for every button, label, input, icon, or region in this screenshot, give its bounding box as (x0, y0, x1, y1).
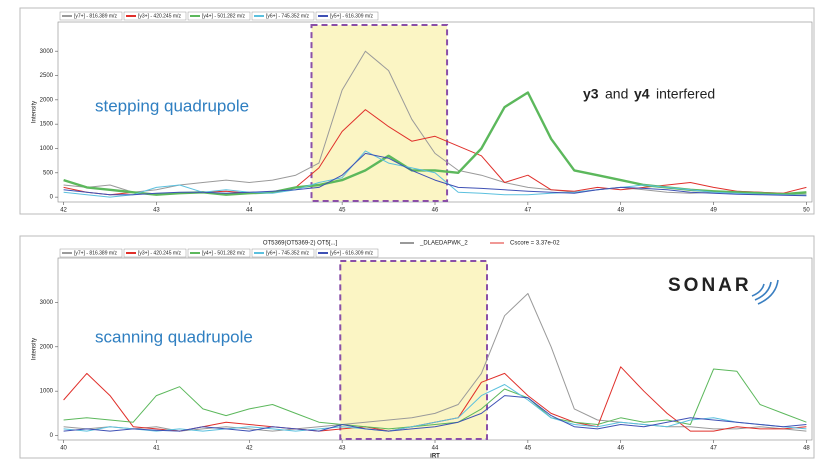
y-tick-label: 1000 (40, 146, 54, 152)
series-line (63, 293, 807, 432)
y-tick-label: 0 (50, 433, 54, 439)
y-tick-label: 2000 (40, 97, 54, 103)
header: Cscore = 3.37e-02 (510, 241, 560, 247)
x-tick-label: 44 (432, 446, 439, 452)
legend-label: [y6+] - 745.352 m/z (266, 13, 309, 19)
legend-box (123, 11, 187, 21)
y-axis-label: Intensity (32, 338, 38, 360)
x-tick-label: 47 (710, 446, 717, 452)
legend-box (251, 11, 315, 21)
x-tick-label: 48 (617, 208, 624, 214)
x-tick-label: 50 (803, 208, 810, 214)
y-tick-label: 3000 (40, 300, 54, 306)
x-tick-label: 46 (617, 446, 624, 452)
top-frame (19, 7, 815, 215)
y-tick-label: 2500 (40, 73, 54, 79)
y-tick-label: 500 (43, 170, 54, 176)
x-tick-label: 49 (710, 208, 717, 214)
x-tick-label: 42 (60, 208, 67, 214)
legend-label: [y7+] - 816.389 m/z (74, 13, 117, 19)
x-tick-label: 47 (525, 208, 532, 214)
highlight-region (339, 260, 488, 440)
header: OT5369(OT5369-2) OT5[...] (263, 241, 338, 247)
series-line (63, 395, 807, 432)
y-tick-label: 3000 (40, 49, 54, 55)
legend-box (251, 248, 315, 258)
x-tick-label: 40 (60, 446, 67, 452)
legend-box (315, 248, 379, 258)
annotation: interfered (656, 86, 715, 102)
logo-text: SONAR (668, 275, 752, 296)
legend-label: [y4+] - 501.282 m/z (202, 250, 245, 256)
series-line (63, 50, 807, 195)
x-axis-label: iRT (430, 454, 440, 460)
bottom-frame (19, 235, 815, 459)
y-tick-label: 0 (50, 195, 54, 201)
x-tick-label: 43 (153, 208, 160, 214)
legend-box (187, 11, 251, 21)
annotation: stepping quadrupole (95, 96, 249, 115)
x-tick-label: 44 (246, 208, 253, 214)
bottom-chart: 0 1000 2000 3000 40 41 42 43 44 45 46 47 48 Intensity… (32, 248, 813, 460)
legend-label: [y5+] - 616.309 m/z (330, 13, 373, 19)
x-tick-label: 43 (339, 446, 346, 452)
y-tick-label: 1500 (40, 122, 54, 128)
legend-box (123, 248, 187, 258)
y-axis-label: Intensity (32, 101, 38, 123)
x-tick-label: 45 (525, 446, 532, 452)
legend-box (315, 11, 379, 21)
annotation: y3 (583, 86, 599, 102)
x-tick-label: 42 (246, 446, 253, 452)
top-chart: 0 500 1000 1500 2000 2500 3000 42 43 44 45 46 47 48 49… (32, 11, 813, 214)
y-tick-label: 2000 (40, 344, 54, 350)
header: _DLAEDAPWK_2 (419, 241, 468, 247)
x-tick-label: 45 (339, 208, 346, 214)
x-tick-label: 46 (432, 208, 439, 214)
legend-box (59, 11, 123, 21)
annotation: y4 (634, 86, 650, 102)
x-tick-label: 41 (153, 446, 160, 452)
series-line (63, 150, 807, 198)
legend-box (59, 248, 123, 258)
legend-label: [y7+] - 816.389 m/z (74, 250, 117, 256)
legend-label: [y5+] - 616.309 m/z (330, 250, 373, 256)
legend-label: [y3+] - 420.245 m/z (138, 13, 181, 19)
series-line (63, 152, 807, 197)
logo-waves (751, 279, 779, 305)
annotation: and (605, 86, 628, 102)
series-line (63, 368, 807, 430)
legend-label: [y3+] - 420.245 m/z (138, 250, 181, 256)
annotation: scanning quadrupole (95, 327, 253, 346)
x-tick-label: 48 (803, 446, 810, 452)
legend-label: [y4+] - 501.282 m/z (202, 13, 245, 19)
legend-box (187, 248, 251, 258)
highlight-region (310, 24, 449, 202)
y-tick-label: 1000 (40, 389, 54, 395)
legend-label: [y6+] - 745.352 m/z (266, 250, 309, 256)
